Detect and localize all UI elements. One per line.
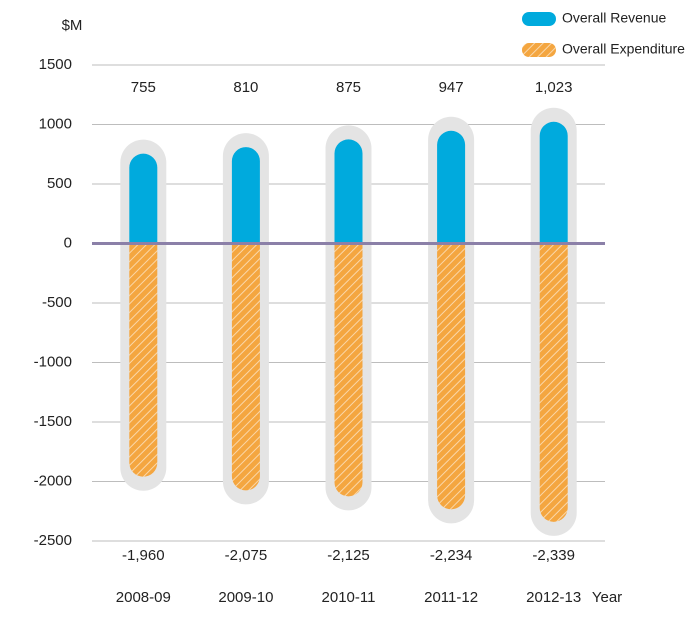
bar xyxy=(129,153,158,244)
legend-label: Overall Expenditure xyxy=(562,41,685,57)
value-label: -1,960 xyxy=(122,547,165,564)
value-label: 947 xyxy=(439,79,464,96)
x-tick-label: 2012-13 xyxy=(526,589,581,606)
y-tick-label: -500 xyxy=(42,294,72,311)
y-tick-label: 1500 xyxy=(39,56,72,73)
value-label: -2,075 xyxy=(225,547,268,564)
value-label: 1,023 xyxy=(535,79,573,96)
bar xyxy=(231,147,260,244)
x-tick-label: 2010-11 xyxy=(322,589,376,606)
bar xyxy=(231,243,260,491)
y-tick-label: -2500 xyxy=(34,532,72,549)
y-tick-label: 500 xyxy=(47,175,72,192)
value-label: 755 xyxy=(131,79,156,96)
x-tick-label: 2009-10 xyxy=(218,589,273,606)
value-label: -2,339 xyxy=(532,547,575,564)
value-label: 875 xyxy=(336,79,361,96)
bar xyxy=(539,243,568,522)
x-tick-label: 2011-12 xyxy=(424,589,478,606)
y-tick-label: -2000 xyxy=(34,472,72,489)
x-tick-label: 2008-09 xyxy=(116,589,171,606)
bar xyxy=(334,243,363,497)
bar xyxy=(334,139,363,244)
legend-label: Overall Revenue xyxy=(562,10,666,26)
value-label: -2,125 xyxy=(327,547,370,564)
bar xyxy=(437,243,466,510)
y-tick-label: -1000 xyxy=(34,353,72,370)
y-tick-label: -1500 xyxy=(34,413,72,430)
value-label: -2,234 xyxy=(430,547,473,564)
y-tick-label: 1000 xyxy=(39,115,72,132)
value-label: 810 xyxy=(233,79,258,96)
bar xyxy=(129,243,158,477)
bar xyxy=(539,121,568,244)
y-tick-label: 0 xyxy=(64,234,72,251)
legend-swatch xyxy=(522,12,556,26)
y-axis-label: $M xyxy=(62,17,83,34)
legend-swatch xyxy=(522,43,556,57)
x-axis-label: Year xyxy=(592,589,622,606)
bar xyxy=(437,130,466,244)
